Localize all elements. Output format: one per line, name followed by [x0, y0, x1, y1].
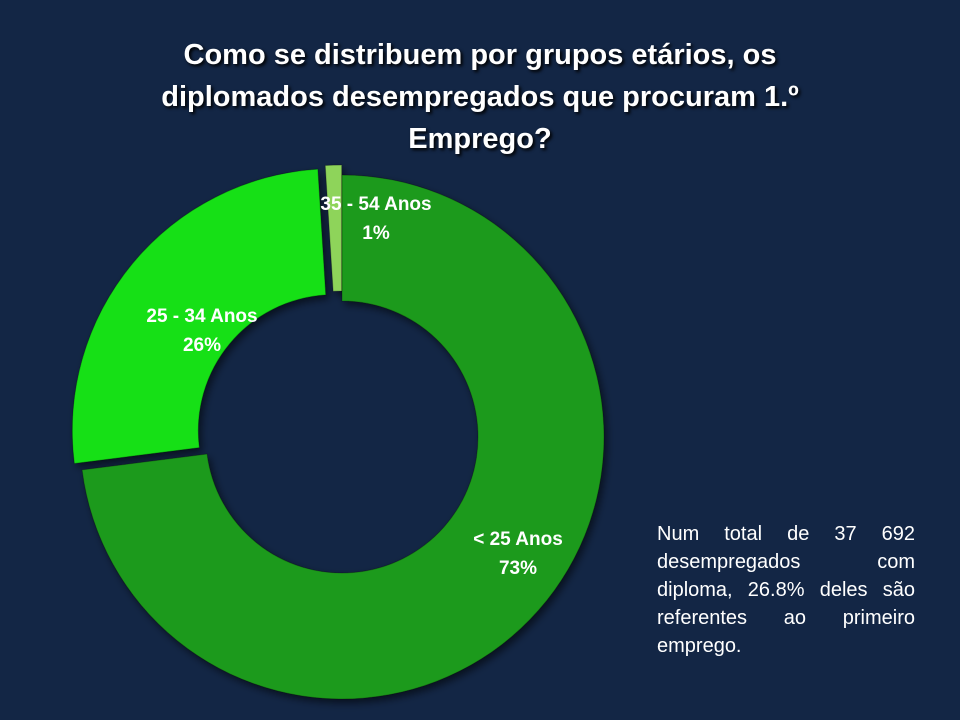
- chart-title-line: diplomados desempregados que procuram 1.…: [161, 81, 799, 113]
- chart-slice: [81, 174, 605, 700]
- chart-title-line: Como se distribuem por grupos etários, o…: [183, 39, 777, 71]
- chart-data-labels: < 25 Anos 73% 25 - 34 Anos 26% 35 - 54 Anos 1…: [146, 194, 562, 579]
- slice-category-label: 25 - 34 Anos: [146, 306, 257, 327]
- slice-category-label: 35 - 54 Anos: [320, 194, 431, 215]
- slice-category-label: < 25 Anos: [473, 529, 563, 550]
- chart-slices: [71, 164, 605, 700]
- slice-percent-label: 1%: [362, 223, 390, 244]
- chart-title: Como se distribuem por grupos etários, o…: [90, 34, 870, 160]
- chart-slice: [324, 164, 343, 292]
- slice-percent-label: 26%: [183, 335, 221, 356]
- chart-title-line: Emprego?: [408, 123, 552, 155]
- summary-note: Num total de 37 692 desempregados com di…: [657, 523, 915, 657]
- chart-slice: [71, 168, 327, 465]
- slice-percent-label: 73%: [499, 558, 537, 579]
